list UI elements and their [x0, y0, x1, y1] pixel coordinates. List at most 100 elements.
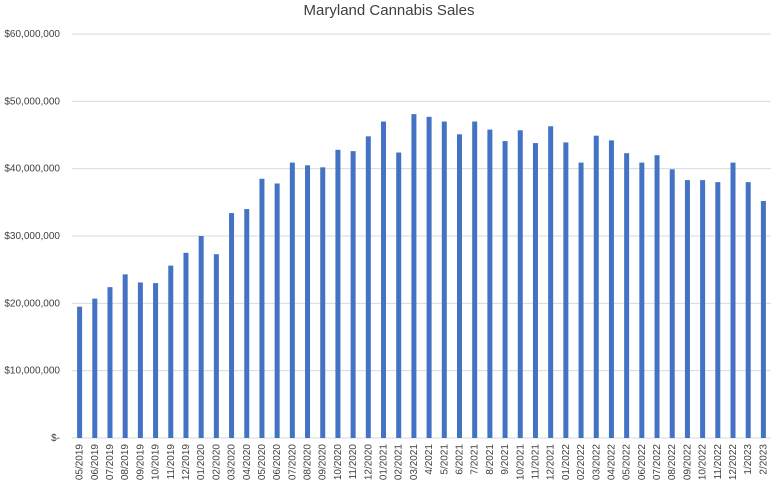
x-tick-label: 07/2020 [287, 444, 298, 481]
bar [92, 298, 98, 438]
bar [502, 141, 508, 438]
bar [229, 213, 235, 438]
bar [365, 136, 371, 438]
x-tick-label: 5/2021 [439, 444, 450, 475]
bar [608, 140, 614, 439]
x-tick-label: 4/2021 [424, 444, 435, 475]
bar [411, 114, 417, 439]
bar [289, 162, 295, 438]
bar [684, 180, 690, 438]
bar [335, 149, 341, 438]
bar [715, 182, 721, 438]
bar [487, 129, 493, 438]
bar [244, 209, 250, 438]
bar [472, 121, 478, 439]
y-tick-label: $20,000,000 [4, 298, 60, 309]
bar [137, 282, 143, 438]
bar [320, 167, 326, 438]
bar [381, 121, 387, 439]
y-tick-label: $60,000,000 [4, 29, 60, 40]
bar [259, 178, 265, 438]
bar [532, 143, 538, 438]
bar [350, 151, 356, 438]
x-tick-label: 7/2021 [470, 444, 481, 475]
bar [107, 287, 113, 438]
x-tick-label: 01/2020 [196, 444, 207, 481]
x-tick-label: 10/2022 [698, 444, 709, 481]
bar [548, 126, 554, 438]
x-tick-label: 08/2020 [303, 444, 314, 481]
x-tick-label: 10/2021 [515, 444, 526, 481]
bar [396, 152, 402, 439]
x-tick-label: 04/2022 [606, 444, 617, 481]
x-tick-label: 2/2023 [758, 444, 769, 475]
x-tick-label: 1/2023 [743, 444, 754, 475]
bar [730, 162, 736, 438]
x-tick-label: 06/2019 [90, 444, 101, 481]
x-tick-label: 05/2019 [75, 444, 86, 481]
x-tick-label: 09/2020 [318, 444, 329, 481]
y-tick-label: $10,000,000 [4, 366, 60, 377]
bar [183, 252, 189, 438]
x-tick-label: 9/2021 [500, 444, 511, 475]
bar [578, 162, 584, 438]
x-tick-label: 11/2020 [348, 444, 359, 480]
bar [426, 116, 432, 438]
bar [274, 183, 280, 438]
bar [593, 135, 599, 438]
x-tick-label: 8/2021 [485, 444, 496, 475]
x-tick-label: 11/2021 [530, 444, 541, 480]
bar [669, 169, 675, 438]
bar [168, 265, 174, 438]
x-tick-label: 06/2022 [637, 444, 648, 481]
y-tick-label: $40,000,000 [4, 164, 60, 175]
bar [517, 130, 523, 438]
x-tick-label: 10/2020 [333, 444, 344, 481]
bar [77, 306, 83, 438]
y-tick-label: $- [51, 433, 60, 444]
x-tick-label: 08/2022 [667, 444, 678, 481]
bar [624, 153, 630, 438]
x-tick-label: 6/2021 [454, 444, 465, 475]
y-tick-label: $30,000,000 [4, 231, 60, 242]
bar [700, 180, 706, 438]
x-tick-label: 12/2022 [728, 444, 739, 481]
x-tick-label: 10/2019 [151, 444, 162, 481]
x-tick-label: 01/2021 [379, 444, 390, 481]
x-tick-label: 12/2020 [363, 444, 374, 481]
bar [305, 165, 311, 439]
x-tick-label: 12/2021 [546, 444, 557, 481]
x-tick-label: 03/2020 [227, 444, 238, 481]
x-tick-label: 09/2022 [682, 444, 693, 481]
x-tick-label: 04/2020 [242, 444, 253, 481]
x-tick-label: 12/2019 [181, 444, 192, 481]
x-tick-label: 11/2022 [713, 444, 724, 480]
x-tick-label: 05/2022 [622, 444, 633, 481]
x-tick-label: 09/2019 [135, 444, 146, 481]
bar [213, 254, 219, 438]
bar [745, 182, 751, 438]
bar [441, 121, 447, 439]
x-tick-label: 11/2019 [166, 444, 177, 480]
bar [153, 283, 159, 438]
x-tick-label: 02/2022 [576, 444, 587, 481]
x-tick-label: 08/2019 [120, 444, 131, 481]
bar [654, 155, 660, 438]
chart-title: Maryland Cannabis Sales [303, 2, 475, 19]
x-tick-label: 07/2022 [652, 444, 663, 481]
x-tick-label: 07/2019 [105, 444, 116, 481]
bar [760, 200, 766, 438]
bar [639, 162, 645, 438]
x-tick-label: 03/2022 [591, 444, 602, 481]
x-tick-label: 03/2021 [409, 444, 420, 481]
y-tick-label: $50,000,000 [4, 96, 60, 107]
bar [563, 142, 569, 438]
x-tick-label: 06/2020 [272, 444, 283, 481]
x-tick-label: 01/2022 [561, 444, 572, 481]
x-tick-label: 02/2021 [394, 444, 405, 481]
x-tick-label: 05/2020 [257, 444, 268, 481]
bar [198, 236, 204, 438]
x-tick-label: 02/2020 [211, 444, 222, 481]
